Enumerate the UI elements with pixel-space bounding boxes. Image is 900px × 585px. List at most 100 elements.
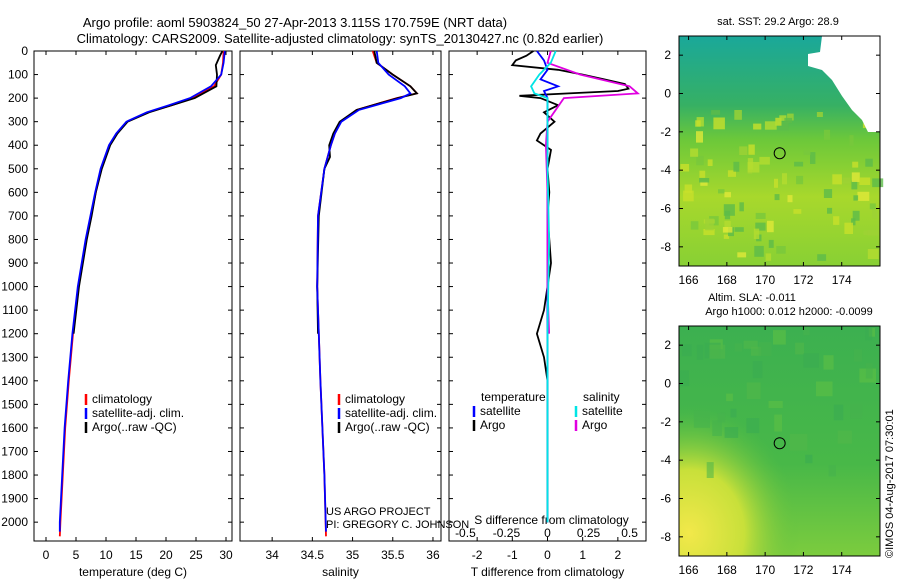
sla-texture-cell — [752, 361, 763, 379]
salinity-frame — [239, 50, 442, 542]
difference-legend-title-temperature: temperature — [481, 390, 546, 404]
depth-tick-label: 1600 — [1, 421, 28, 435]
sla-map-lat-label: 0 — [664, 377, 671, 391]
temperature-x-tick-label: 15 — [129, 548, 143, 562]
depth-tick-label: 0 — [21, 44, 28, 58]
sst-map-frame — [678, 35, 881, 267]
depth-tick-label: 700 — [8, 209, 28, 223]
sla-map-title1: Altim. SLA: -0.011 — [708, 292, 796, 304]
sst-texture-cell — [784, 117, 793, 124]
sst-texture-cell — [753, 228, 760, 239]
sla-texture-cell — [693, 410, 710, 428]
temperature-legend-label: climatology — [92, 392, 152, 406]
sst-texture-cell — [816, 112, 823, 117]
depth-tick-label: 1900 — [1, 492, 28, 506]
sla-map-panel: Altim. SLA: -0.011 Argo h1000: 0.012 h20… — [660, 292, 881, 577]
sla-map-lat-label: -2 — [660, 415, 671, 429]
sst-texture-cell — [853, 195, 859, 201]
sst-texture-cell — [823, 129, 831, 140]
sst-texture-cell — [869, 203, 876, 210]
difference-panel: -2 -1 0 1 2 -0.5 -0.25 0 0.25 0.5S difference fro… — [448, 50, 647, 579]
sla-texture-cell — [726, 393, 733, 402]
sst-texture-cell — [699, 170, 706, 178]
temperature-legend-label: satellite-adj. clim. — [92, 406, 184, 420]
difference-s-tick-label: 0.25 — [577, 526, 601, 540]
sla-texture-cell — [865, 363, 873, 379]
sst-texture-cell — [779, 115, 787, 121]
depth-tick-label: 100 — [8, 68, 28, 82]
sst-texture-cell — [810, 152, 816, 164]
sst-texture-cell — [857, 191, 870, 201]
depth-tick-label: 1200 — [1, 327, 28, 341]
sst-texture-cell — [851, 180, 858, 190]
sst-map-lat-label: -4 — [660, 163, 671, 177]
temperature-panel: 0100200300400500600700800900100011001200… — [1, 44, 233, 579]
difference-s-tick-label: -0.25 — [493, 526, 521, 540]
sst-texture-cell — [755, 212, 766, 219]
depth-tick-label: 200 — [8, 91, 28, 105]
difference-t-x-tick-label: 1 — [579, 548, 586, 562]
sst-map-lat-label: -8 — [660, 240, 671, 254]
depth-tick-label: 1700 — [1, 444, 28, 458]
sst-texture-cell — [768, 239, 774, 248]
sst-texture-cell — [851, 172, 860, 182]
sla-texture-cell — [803, 353, 819, 368]
temperature-x-tick-label: 30 — [219, 548, 233, 562]
sla-texture-cell — [837, 430, 852, 444]
difference-s-tick-label: -0.5 — [455, 526, 476, 540]
sst-texture-cell — [765, 253, 772, 261]
sst-map-lon-label: 168 — [717, 273, 737, 287]
depth-tick-label: 1400 — [1, 374, 28, 388]
figure-title-line1: Argo profile: aoml 5903824_50 27-Apr-201… — [83, 15, 507, 30]
difference-series-salinity-argo — [544, 50, 641, 334]
depth-tick-label: 2000 — [1, 515, 28, 529]
sst-texture-cell — [767, 220, 774, 233]
difference-t-x-tick-label: 2 — [615, 548, 622, 562]
sla-map-lon-label: 168 — [717, 563, 737, 577]
sst-texture-cell — [775, 117, 782, 126]
difference-s-label: S difference from climatology — [474, 513, 629, 527]
sst-map-lat-label: 2 — [664, 48, 671, 62]
difference-legend-title-salinity: salinity — [583, 390, 620, 404]
temperature-legend-label: Argo(..raw -QC) — [92, 420, 177, 434]
sla-texture-cell — [803, 327, 810, 336]
sla-texture-cell — [724, 427, 739, 438]
sst-texture-cell — [863, 230, 871, 236]
credit-pi: PI: GREGORY C. JOHNSON — [326, 519, 469, 531]
temperature-frame — [33, 50, 233, 542]
sst-texture-cell — [827, 207, 833, 214]
salinity-x-label: salinity — [322, 565, 359, 579]
sst-texture-cell — [764, 121, 777, 130]
figure-title-line2: Climatology: CARS2009. Satellite-adjuste… — [77, 31, 604, 46]
sla-argo-location-marker — [773, 437, 786, 450]
sst-land-mask — [808, 36, 880, 132]
sla-map-lat-label: -6 — [660, 492, 671, 506]
sst-texture-cell — [699, 178, 710, 183]
sla-texture-cell — [833, 404, 844, 421]
sst-texture-cell — [755, 222, 766, 231]
sla-map-lon-label: 170 — [755, 563, 775, 577]
depth-tick-label: 800 — [8, 232, 28, 246]
sst-texture-cell — [833, 216, 840, 225]
sla-texture-cell — [823, 355, 834, 370]
sla-texture-cell — [712, 420, 722, 436]
sst-map-lat-label: -6 — [660, 202, 671, 216]
sst-texture-cell — [700, 181, 708, 186]
sla-texture-cell — [734, 343, 743, 352]
sst-texture-cell — [787, 195, 793, 203]
sla-texture-cell — [706, 462, 714, 478]
sst-texture-cell — [696, 131, 703, 143]
sla-map-lat-label: -8 — [660, 530, 671, 544]
sst-texture-cell — [739, 146, 748, 155]
sla-map-lat-label: 2 — [664, 338, 671, 352]
sla-texture-cell — [774, 414, 782, 432]
sst-texture-cell — [865, 158, 873, 167]
difference-series-salinity-satellite — [530, 50, 557, 523]
sst-texture-cell — [724, 192, 731, 198]
sla-texture-cell — [805, 454, 813, 464]
depth-tick-label: 600 — [8, 185, 28, 199]
sla-texture-cell — [681, 344, 692, 357]
sst-texture-cell — [842, 177, 850, 184]
sst-texture-cell — [748, 144, 755, 155]
sla-texture-cell — [758, 342, 772, 356]
